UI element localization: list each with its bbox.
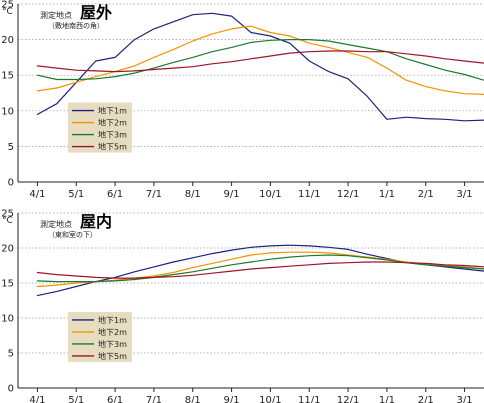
series-line-0 [36, 244, 484, 297]
x-tick-label: 9/1 [224, 189, 240, 200]
legend-label: 地下2m [98, 118, 127, 128]
x-tick-label: 4/1 [29, 395, 45, 403]
y-tick-label: 5 [8, 349, 14, 360]
series-line-2 [36, 38, 484, 81]
y-tick-label: 5 [8, 142, 14, 153]
legend-label: 地下3m [98, 339, 127, 349]
x-tick-label: 6/1 [107, 189, 123, 200]
x-tick-label: 10/1 [259, 395, 281, 403]
x-tick-label: 2/1 [418, 189, 434, 200]
y-tick-label: 0 [8, 384, 14, 395]
y-tick-label: 10 [1, 106, 14, 117]
x-tick-label: 1/1 [379, 395, 395, 403]
location-note: （敷地南西の角） [48, 21, 104, 30]
y-unit-label: °C [2, 7, 13, 17]
x-tick-label: 9/1 [224, 395, 240, 403]
x-tick-label: 7/1 [146, 395, 162, 403]
y-unit-label: °C [2, 216, 13, 226]
x-tick-label: 11/1 [298, 395, 320, 403]
x-tick-label: 5/1 [68, 395, 84, 403]
location-label: 測定地点 [40, 10, 72, 20]
series-line-3 [36, 261, 484, 279]
series-line-0 [36, 12, 484, 122]
y-tick-label: 20 [1, 244, 14, 255]
y-tick-label: 25 [1, 0, 14, 11]
x-tick-label: 4/1 [29, 189, 45, 200]
y-tick-label: 15 [1, 71, 14, 82]
legend-label: 地下5m [98, 142, 127, 152]
x-tick-label: 6/1 [107, 395, 123, 403]
legend-label: 地下2m [98, 327, 127, 337]
location-label: 測定地点 [40, 219, 72, 229]
x-tick-label: 2/1 [418, 395, 434, 403]
legend-label: 地下1m [98, 315, 127, 325]
legend-label: 地下5m [98, 351, 127, 361]
x-tick-label: 3/1 [457, 189, 473, 200]
panel-title: 屋内 [80, 212, 112, 231]
y-tick-label: 25 [1, 209, 14, 220]
y-tick-label: 10 [1, 314, 14, 325]
x-tick-label: 3/1 [457, 395, 473, 403]
x-tick-label: 10/1 [259, 189, 281, 200]
x-tick-label: 8/1 [185, 395, 201, 403]
series-line-3 [36, 50, 484, 73]
panel-title: 屋外 [80, 3, 112, 22]
y-tick-label: 0 [8, 178, 14, 189]
x-tick-label: 8/1 [185, 189, 201, 200]
legend-label: 地下3m [98, 130, 127, 140]
x-tick-label: 12/1 [337, 395, 359, 403]
y-tick-label: 20 [1, 35, 14, 46]
x-tick-label: 11/1 [298, 189, 320, 200]
series-line-1 [36, 25, 484, 96]
x-tick-label: 1/1 [379, 189, 395, 200]
x-tick-label: 5/1 [68, 189, 84, 200]
legend-label: 地下1m [98, 106, 127, 116]
y-tick-label: 15 [1, 279, 14, 290]
location-note: （東和室の下） [48, 230, 97, 239]
x-tick-label: 7/1 [146, 189, 162, 200]
x-tick-label: 12/1 [337, 189, 359, 200]
